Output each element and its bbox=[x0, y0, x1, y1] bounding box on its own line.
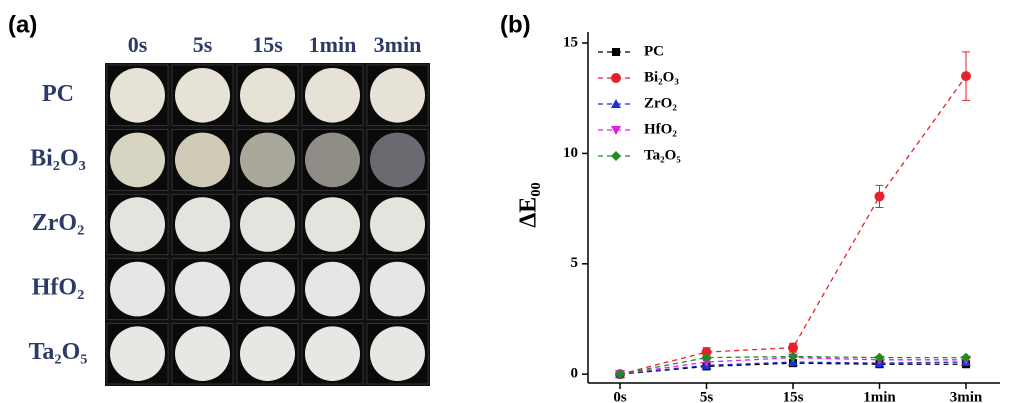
sample-disc bbox=[370, 68, 425, 123]
x-tick-label: 5s bbox=[700, 389, 714, 403]
y-tick-label: 0 bbox=[571, 366, 579, 382]
panel-label: (b) bbox=[500, 11, 531, 38]
y-tick-label: 5 bbox=[571, 255, 579, 271]
sample-disc bbox=[110, 261, 165, 317]
x-tick-label: 0s bbox=[613, 389, 627, 403]
sample-disc bbox=[305, 197, 360, 252]
row-label: Bi₂O₃ bbox=[30, 145, 86, 171]
row-label: HfO₂ bbox=[32, 275, 85, 301]
column-label: 3min bbox=[374, 32, 422, 57]
sample-disc bbox=[175, 326, 230, 382]
sample-disc bbox=[110, 197, 165, 252]
data-point bbox=[961, 71, 971, 82]
data-point bbox=[615, 369, 625, 380]
sample-disc bbox=[305, 326, 360, 382]
sample-disc bbox=[305, 261, 360, 317]
sample-disc bbox=[240, 197, 295, 252]
panel-label: (a) bbox=[8, 11, 37, 38]
data-point bbox=[788, 351, 798, 362]
sample-disc bbox=[175, 68, 230, 123]
sample-disc bbox=[240, 68, 295, 123]
legend-marker bbox=[612, 48, 620, 56]
sample-disc bbox=[175, 197, 230, 252]
sample-disc bbox=[305, 132, 360, 188]
sample-disc bbox=[175, 132, 230, 188]
data-point bbox=[701, 347, 712, 358]
data-point bbox=[874, 191, 885, 202]
sample-disc bbox=[305, 68, 360, 123]
y-tick-label: 15 bbox=[563, 34, 578, 50]
legend-label: ZrO₂ bbox=[644, 95, 677, 111]
row-label: PC bbox=[42, 81, 74, 107]
data-point bbox=[874, 352, 885, 363]
y-axis-label: ΔE₀₀ bbox=[516, 182, 542, 227]
y-tick-label: 10 bbox=[563, 145, 578, 161]
x-tick-label: 1min bbox=[863, 389, 896, 403]
legend-label: Ta₂O₅ bbox=[644, 147, 681, 163]
sample-disc bbox=[240, 326, 295, 382]
sample-disc bbox=[240, 132, 295, 188]
row-label: ZrO₂ bbox=[32, 210, 85, 236]
row-label: Ta₂O₅ bbox=[29, 339, 88, 365]
legend-label: Bi₂O₃ bbox=[644, 69, 679, 85]
legend-label: HfO₂ bbox=[644, 121, 677, 137]
column-label: 15s bbox=[252, 32, 283, 57]
data-point bbox=[961, 352, 971, 363]
column-label: 1min bbox=[309, 32, 357, 57]
legend-marker bbox=[611, 126, 621, 135]
x-tick-label: 3min bbox=[950, 389, 983, 403]
column-label: 0s bbox=[128, 32, 148, 57]
sample-disc bbox=[110, 132, 165, 188]
legend-label: PC bbox=[644, 43, 664, 59]
sample-disc bbox=[370, 326, 425, 382]
column-label: 5s bbox=[193, 32, 213, 57]
sample-disc bbox=[110, 326, 165, 382]
sample-disc bbox=[110, 68, 165, 123]
x-tick-label: 15s bbox=[783, 389, 804, 403]
legend-marker bbox=[611, 73, 621, 83]
sample-disc bbox=[370, 197, 425, 252]
sample-disc bbox=[175, 261, 230, 317]
sample-disc bbox=[370, 261, 425, 317]
sample-disc bbox=[240, 261, 295, 317]
sample-disc bbox=[370, 132, 425, 188]
data-point bbox=[788, 342, 798, 353]
legend-marker bbox=[611, 99, 621, 108]
data-point bbox=[701, 352, 712, 363]
legend-marker bbox=[611, 151, 621, 161]
